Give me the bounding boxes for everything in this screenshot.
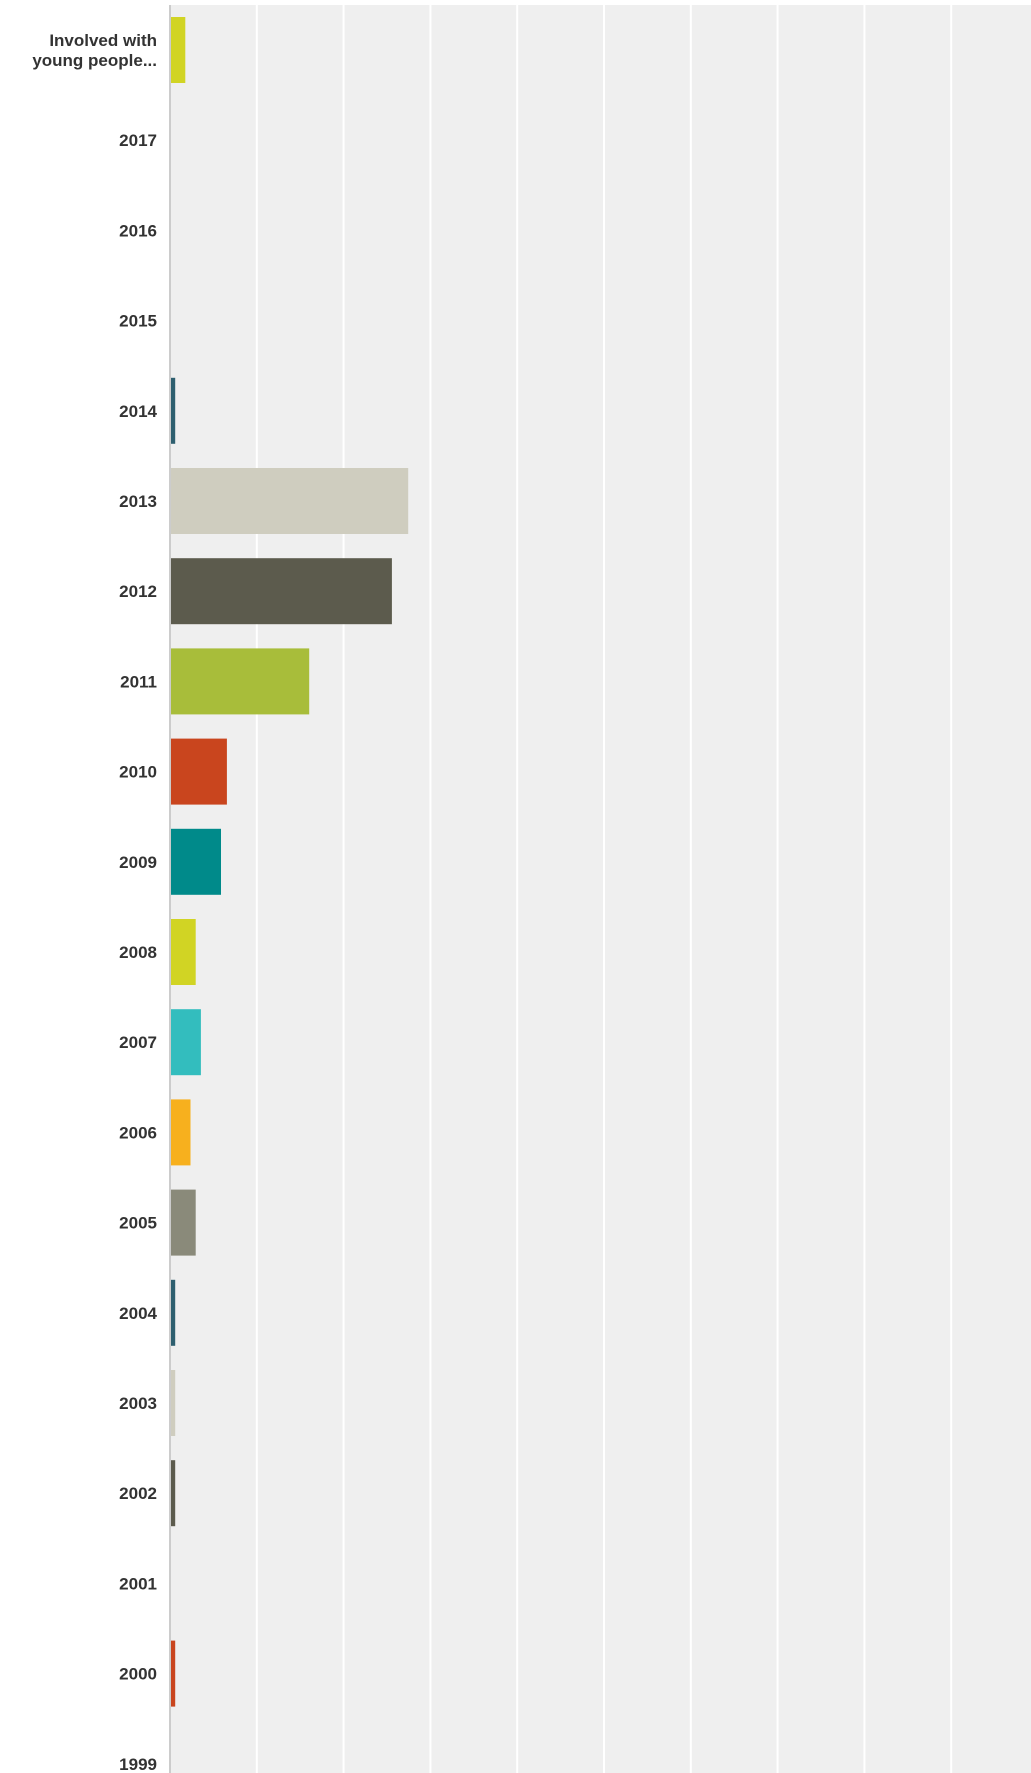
category-label: 2007 [119, 1033, 157, 1052]
category-label: 2008 [119, 943, 157, 962]
plot-background [170, 5, 1031, 1773]
bar[interactable] [170, 1370, 176, 1436]
category-label: 2003 [119, 1394, 157, 1413]
bar[interactable] [170, 377, 176, 444]
category-label: 1999 [119, 1755, 157, 1773]
bar[interactable] [170, 738, 227, 805]
bar[interactable] [170, 919, 196, 985]
bar[interactable] [170, 1460, 176, 1527]
bar[interactable] [170, 17, 186, 83]
category-label: 2006 [119, 1123, 157, 1142]
category-label: 2013 [119, 492, 157, 511]
category-label: 2004 [119, 1304, 157, 1323]
category-label: 2002 [119, 1484, 157, 1503]
bar[interactable] [170, 648, 310, 715]
bar[interactable] [170, 828, 221, 895]
category-labels: Involved with young people... 2017 2016 2015… [32, 31, 157, 1773]
bar[interactable] [170, 1189, 196, 1256]
bar[interactable] [170, 558, 392, 625]
category-label: 2009 [119, 853, 157, 872]
category-label: 2016 [119, 221, 157, 240]
category-label: 2010 [119, 763, 157, 782]
bar[interactable] [170, 468, 409, 534]
gridlines [255, 5, 953, 1773]
bar[interactable] [170, 1009, 201, 1076]
bar[interactable] [170, 1640, 176, 1707]
category-label: 2005 [119, 1214, 157, 1233]
bars [170, 17, 409, 1707]
category-label: 2014 [119, 402, 157, 421]
category-label: 2011 [120, 672, 157, 691]
bar[interactable] [170, 1099, 191, 1166]
bar[interactable] [170, 1279, 176, 1346]
category-label: 2012 [119, 582, 157, 601]
category-label: 2001 [119, 1574, 157, 1593]
category-label: Involved with young people... [32, 31, 157, 70]
category-label: 2017 [119, 131, 157, 150]
category-label: 2000 [119, 1665, 157, 1684]
category-label: 2015 [119, 312, 157, 331]
